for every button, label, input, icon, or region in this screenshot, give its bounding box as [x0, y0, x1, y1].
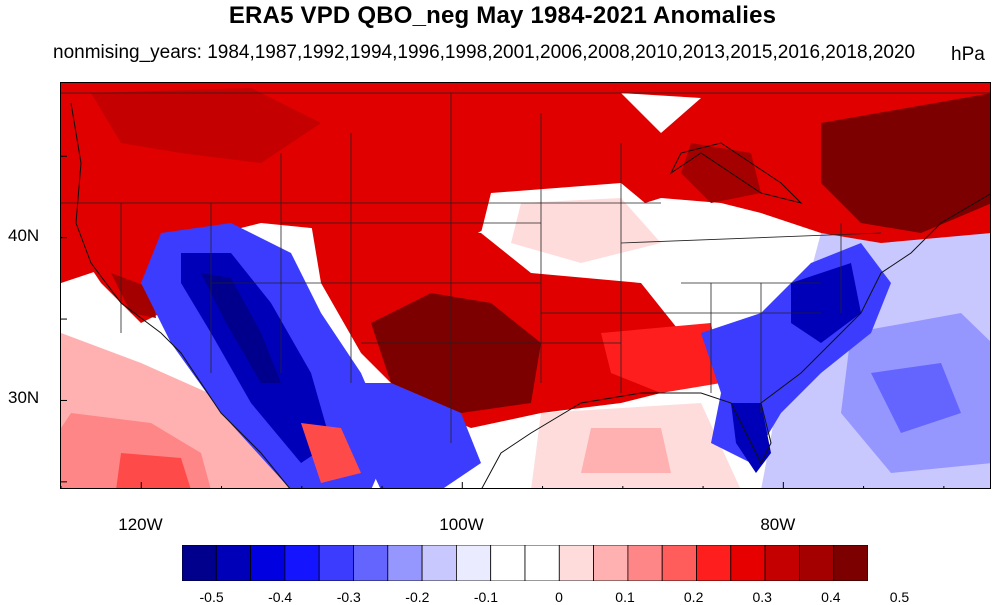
- coastline: [70, 102, 990, 488]
- units-label: hPa: [951, 44, 985, 65]
- california-strong: [111, 273, 156, 318]
- colorbar-swatch: [558, 545, 594, 581]
- anomaly-map: [60, 82, 991, 489]
- colorbar-swatch: [593, 545, 629, 581]
- texas-strong: [371, 293, 541, 413]
- lon-tick-label: 80W: [760, 515, 796, 534]
- great-lakes: [669, 142, 803, 204]
- colorbar-label: -0.4: [268, 589, 293, 605]
- colorbar-swatch: [799, 545, 835, 581]
- colorbar-swatch: [661, 545, 697, 581]
- lat-tick-label: 30N: [8, 388, 40, 408]
- atlantic-core: [871, 363, 961, 433]
- lakes-strong: [681, 143, 761, 203]
- canada-neutral: [621, 93, 701, 133]
- colorbar-swatch: [421, 545, 457, 581]
- colorbar-swatch: [318, 545, 354, 581]
- colorbar-swatch: [387, 545, 423, 581]
- colorbar-label: 0.4: [821, 589, 841, 605]
- pacific-mid: [116, 453, 191, 488]
- colorbar-swatch: [250, 545, 286, 581]
- map-title: ERA5 VPD QBO_neg May 1984-2021 Anomalies: [228, 2, 777, 29]
- colorbar-label: 0.3: [752, 589, 772, 605]
- florida-negative: [731, 403, 771, 473]
- colorbar-swatch: [696, 545, 732, 581]
- colorbar-label: -0.3: [336, 589, 361, 605]
- colorbar-swatch: [524, 545, 560, 581]
- colorbar-label: -0.2: [405, 589, 430, 605]
- colorbar-swatch: [833, 545, 868, 581]
- north-strong: [91, 88, 321, 163]
- colorbar-swatch: [455, 545, 492, 581]
- colorbar-label: -0.5: [199, 589, 224, 605]
- colorbar-swatch: [764, 545, 800, 581]
- mexico-positive: [301, 423, 361, 483]
- colorbar-label: 0.2: [683, 589, 704, 605]
- northeast-strong: [821, 93, 990, 233]
- state-boundaries: [61, 92, 990, 443]
- plains-weak: [511, 198, 661, 263]
- colorbar-swatch: [627, 545, 663, 581]
- se-positive: [601, 323, 721, 393]
- colorbar-label: 0.5: [889, 589, 910, 605]
- mexico-negative: [331, 383, 481, 488]
- colorbar-swatch: [353, 545, 389, 581]
- colorbar-swatch: [730, 545, 766, 581]
- lon-tick-label: 120W: [118, 515, 163, 534]
- colorbar-swatch: [215, 545, 251, 581]
- anomaly-field: [61, 83, 990, 488]
- colorbar-swatch: [490, 545, 526, 581]
- gulf-positive: [581, 428, 671, 473]
- colorbar-swatch: [284, 545, 320, 581]
- lat-tick-label: 40N: [8, 225, 40, 245]
- lon-tick-label: 100W: [439, 515, 484, 534]
- colorbar-label: 0.1: [615, 589, 635, 605]
- southwest-core: [201, 273, 281, 383]
- colorbar-swatch: [182, 545, 217, 581]
- colorbar-label: -0.1: [473, 589, 499, 605]
- map-subtitle: nonmising_years: 1984,1987,1992,1994,199…: [53, 42, 916, 63]
- colorbar: [182, 545, 868, 581]
- colorbar-label: 0: [555, 589, 563, 605]
